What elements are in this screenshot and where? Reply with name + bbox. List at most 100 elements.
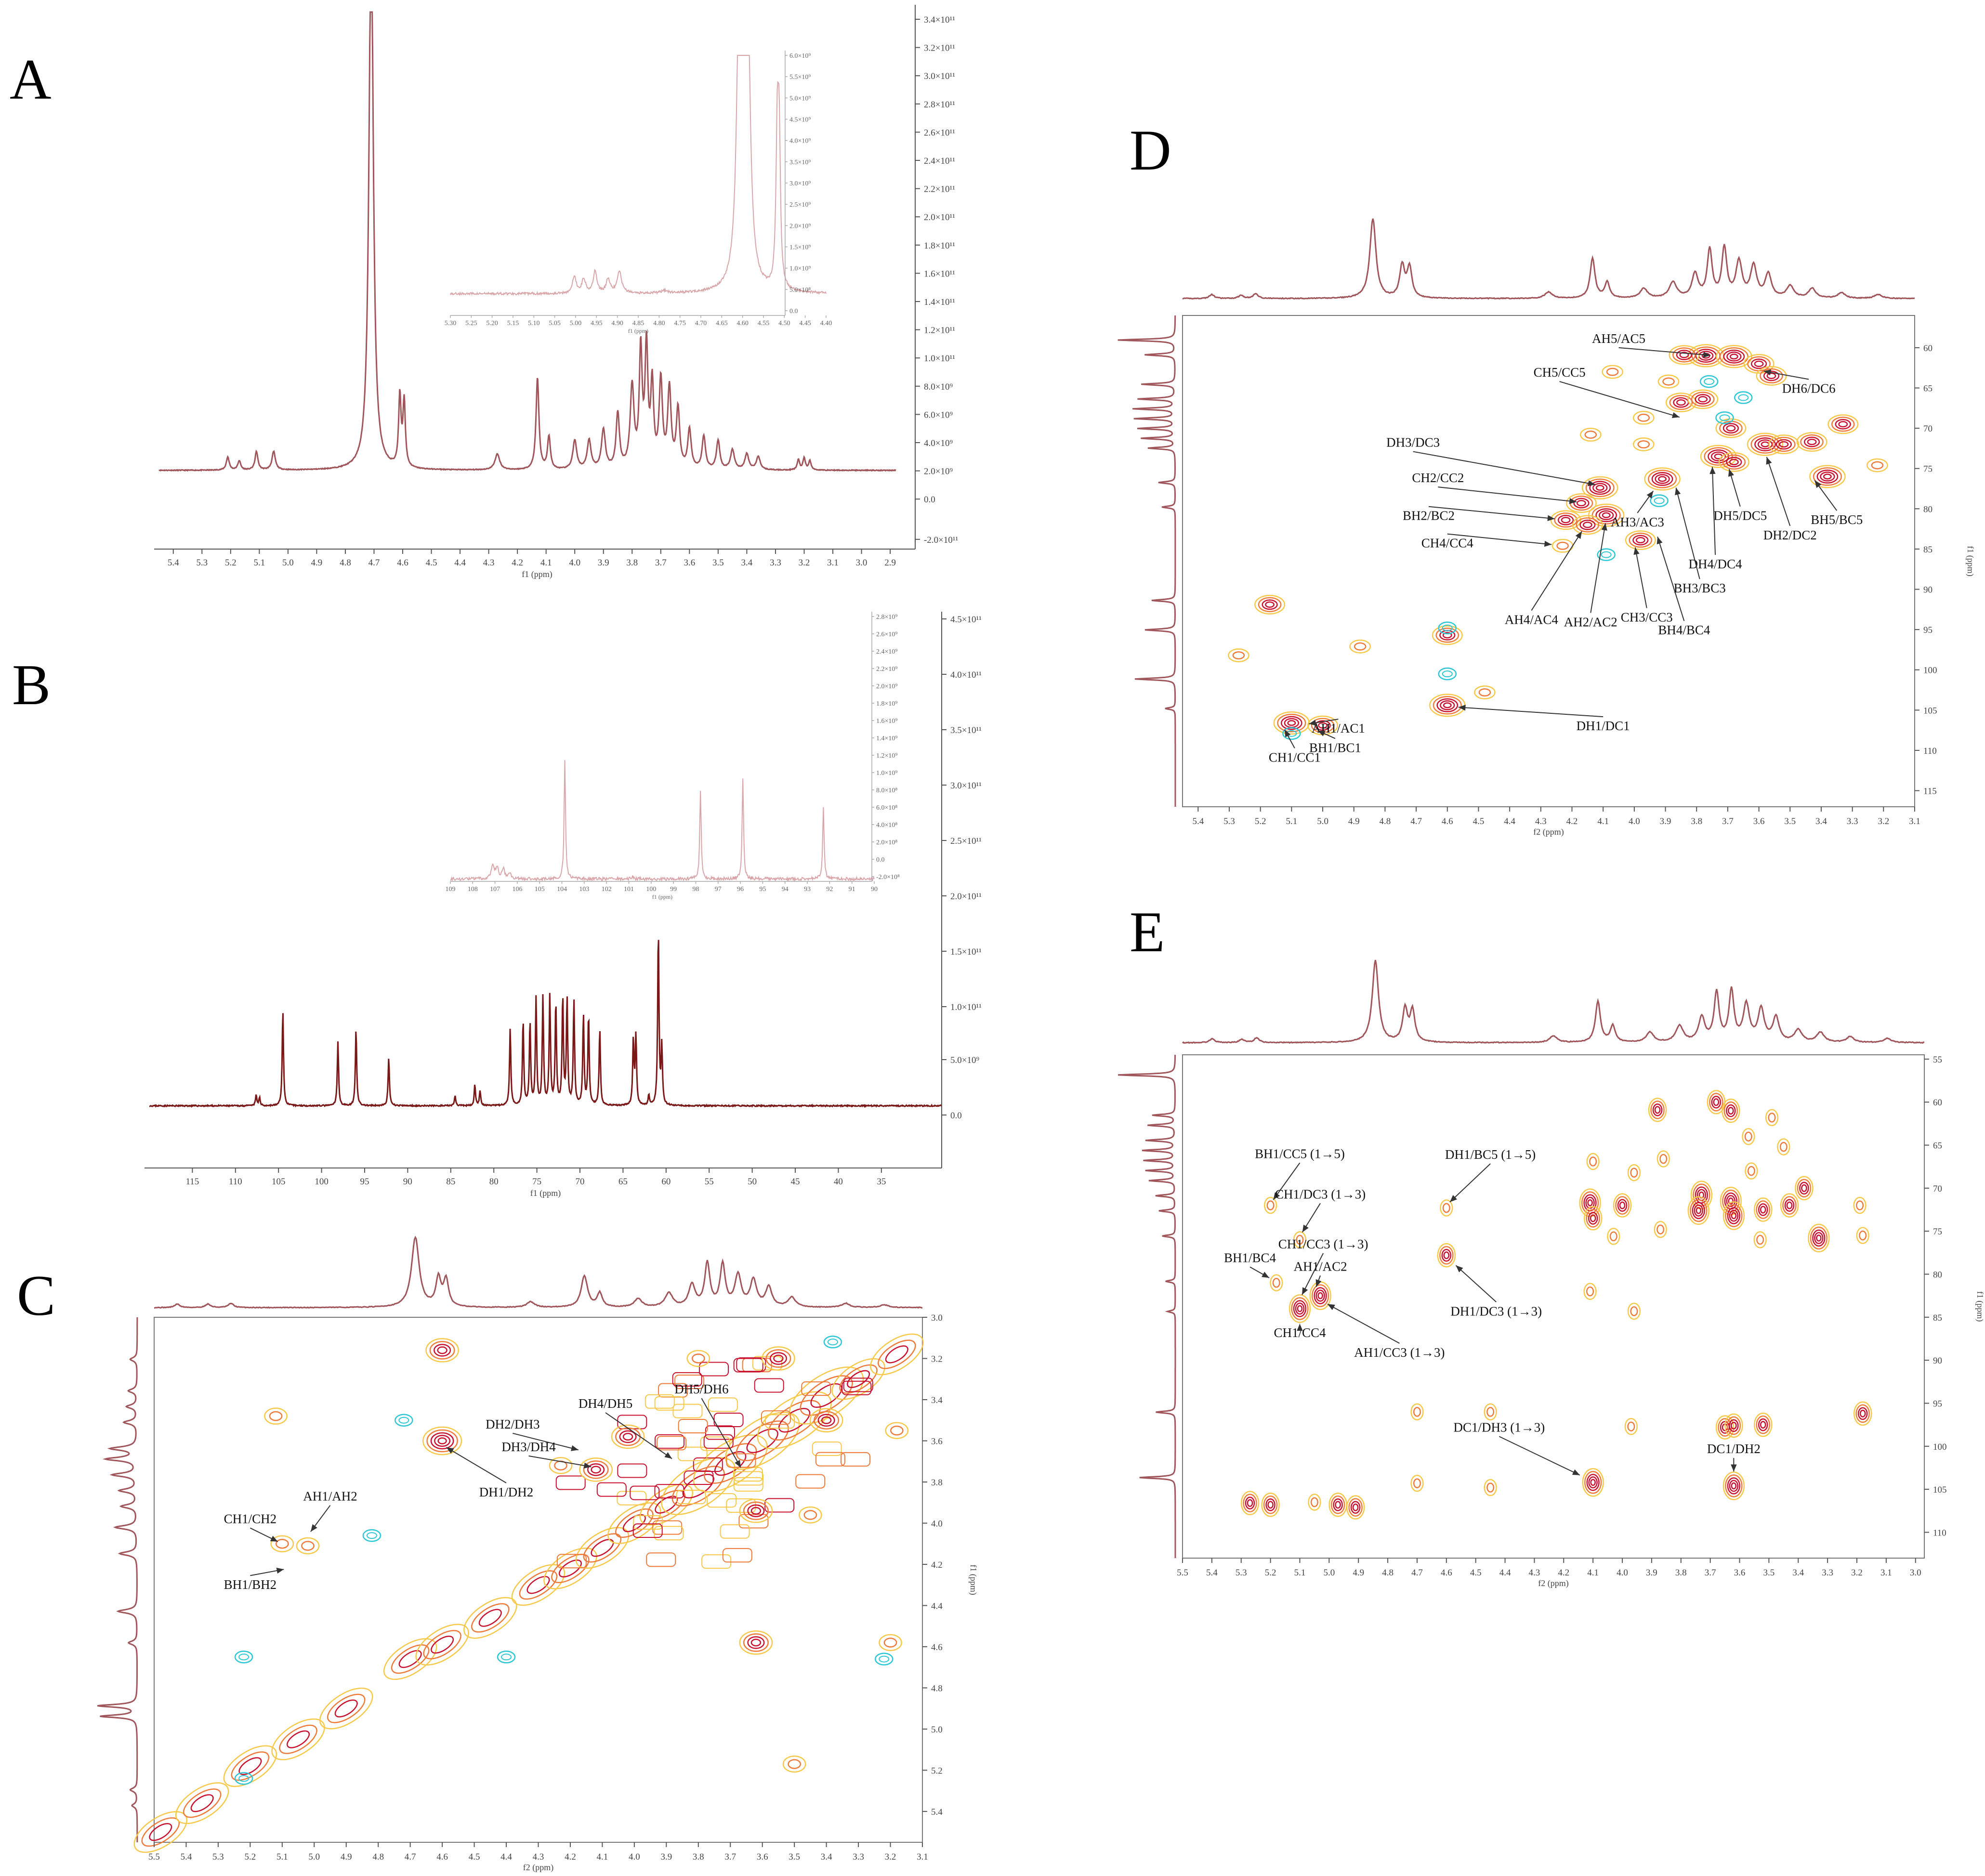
x-tick-label: 4.5: [1470, 1568, 1482, 1578]
inset-y-tick-label: 1.8×10⁹: [876, 700, 897, 708]
cross-peak-contour: [1756, 1234, 1764, 1245]
cross-peak-contour: [1820, 472, 1835, 482]
x-tick-label: 3.7: [1705, 1568, 1716, 1578]
cross-peak-contour: [1576, 517, 1600, 533]
cross-peak-contour: [883, 1638, 897, 1648]
panel-b-13c-spectrum: 4.5×10¹¹ 4.0×10¹¹ 3.5×10¹¹ 3.0×10¹¹ 2.5×10¹¹…: [145, 612, 982, 1198]
y-tick-label: 100: [1933, 1442, 1947, 1452]
x-tick-label: 3.6: [1753, 816, 1765, 826]
cross-peak-contour: [1838, 421, 1848, 428]
inset-y-tick-label: 1.0×10⁹: [789, 265, 811, 273]
dense-contour: [734, 1471, 764, 1486]
negative-contour: [394, 1414, 413, 1427]
dense-contour: [646, 1552, 676, 1567]
x-tick-label: 3.2: [1851, 1568, 1863, 1578]
negative-contour: [1719, 414, 1730, 421]
inset-x-tick-label: 96: [737, 886, 744, 893]
annotation-arrow: [1428, 506, 1555, 520]
left-projection: [1118, 1055, 1176, 1558]
y-tick-label: 2.2×10¹¹: [924, 184, 955, 195]
cross-peak-contour: [1690, 1181, 1713, 1209]
diagonal-contour: [800, 1375, 853, 1416]
cross-peak-contour: [430, 1432, 454, 1450]
annotation-arrow: [1618, 347, 1711, 356]
cross-peak-contour: [691, 1353, 705, 1364]
annotation-label: DH3/DC3: [1386, 435, 1440, 450]
panel-c-cosy-spectrum: 5.5 5.4 5.3 5.2 5.1 5.0 4.9 4.8 4.7 4.6 4.5 4.4 4.3 4…: [97, 1235, 978, 1873]
cross-peak-contour: [1440, 700, 1455, 710]
annotation-arrowhead: [1766, 457, 1772, 465]
annotation-label: BH1/CC5 (1→5): [1255, 1146, 1345, 1161]
x-tick-label: 3.5: [1763, 1568, 1775, 1578]
annotation-arrowhead: [1456, 1265, 1463, 1273]
cross-peak-contour: [1615, 1196, 1630, 1215]
diagonal-contour: [431, 1636, 454, 1654]
y-tick-label: 60: [1933, 1098, 1942, 1108]
diagonal-contour: [583, 1533, 622, 1563]
cross-peak-contour: [1797, 1179, 1812, 1198]
x-tick-label: 115: [186, 1177, 199, 1187]
annotation-arrowhead: [1728, 469, 1734, 477]
diagonal-contour: [175, 1782, 229, 1824]
cross-peak-contour: [1709, 1092, 1723, 1112]
annotation-label: DH6/DC6: [1782, 381, 1836, 396]
x-tick-label: 3.1: [1909, 816, 1920, 826]
cross-peak-contour: [1827, 414, 1859, 434]
cross-peak-contour: [1648, 1098, 1667, 1122]
inset-x-tick-label: 4.85: [632, 320, 644, 327]
x-tick-label: 3.4: [1815, 816, 1827, 826]
cross-peak-contour: [1317, 1292, 1323, 1299]
cross-peak-contour: [1270, 1274, 1283, 1292]
cross-peak-contour: [1296, 1234, 1304, 1245]
x-tick-label: 4.3: [1535, 816, 1547, 826]
x-axis-title: f2 (ppm): [1533, 827, 1564, 837]
x-tick-label: 5.2: [245, 1852, 256, 1862]
cross-peak-contour: [549, 1457, 573, 1474]
x-tick-label: 5.0: [308, 1852, 320, 1862]
x-tick-label: 4.9: [1353, 1568, 1364, 1578]
annotation-arrowhead: [1302, 1287, 1308, 1295]
dense-contour: [736, 1357, 766, 1372]
cross-peak-contour: [422, 1426, 462, 1456]
cross-peak-contour: [1561, 517, 1571, 524]
cross-peak-contour: [1589, 481, 1611, 495]
inset-x-tick-label: 93: [804, 886, 811, 893]
inset-x-title: f1 (ppm): [652, 893, 672, 900]
x-tick-label: 3.9: [660, 1852, 672, 1862]
cross-peak-contour: [1831, 417, 1855, 432]
cross-peak-contour: [890, 1425, 904, 1436]
inset-x-tick-label: 5.10: [528, 320, 540, 327]
y-tick-label: 3.0×10¹¹: [924, 71, 955, 81]
x-tick-label: 4.4: [454, 558, 466, 568]
cross-peak-contour: [1595, 485, 1604, 491]
annotation-arrowhead: [1547, 515, 1555, 521]
cross-peak-contour: [611, 1424, 645, 1449]
cross-peak-contour: [1654, 1220, 1667, 1238]
cross-peak-contour: [782, 1755, 806, 1773]
y-tick-label: 80: [1933, 1270, 1942, 1280]
x-tick-label: 80: [489, 1177, 499, 1187]
cross-peak-contour: [1309, 1281, 1331, 1310]
x-tick-label: 3.2: [799, 558, 810, 568]
x-tick-label: 5.1: [253, 558, 265, 568]
cross-peak-contour: [426, 1429, 458, 1453]
inset-x-tick-label: 5.20: [486, 320, 498, 327]
inset-y-tick-label: 3.5×10⁹: [789, 159, 811, 166]
y-tick-label: 4.0: [931, 1519, 943, 1529]
x-tick-label: 4.9: [311, 558, 323, 568]
dense-contour: [713, 1412, 744, 1427]
cross-peak-contour: [1673, 397, 1689, 408]
cross-peak-contour: [1662, 377, 1675, 386]
cross-peak-contour: [1627, 1302, 1641, 1320]
cross-peak-contour: [1335, 1501, 1341, 1509]
dense-contour: [652, 1520, 683, 1535]
cross-peak-contour: [1871, 461, 1884, 470]
cross-peak-contour: [1609, 1231, 1617, 1242]
cross-peak-contour: [1586, 1474, 1600, 1491]
annotation-arrow: [1447, 533, 1552, 545]
cross-peak-contour: [1659, 1154, 1668, 1164]
x-axis-title: f1 (ppm): [530, 1188, 561, 1198]
cross-peak-contour: [1656, 1224, 1665, 1234]
inset-x-tick-label: 5.25: [465, 320, 477, 327]
